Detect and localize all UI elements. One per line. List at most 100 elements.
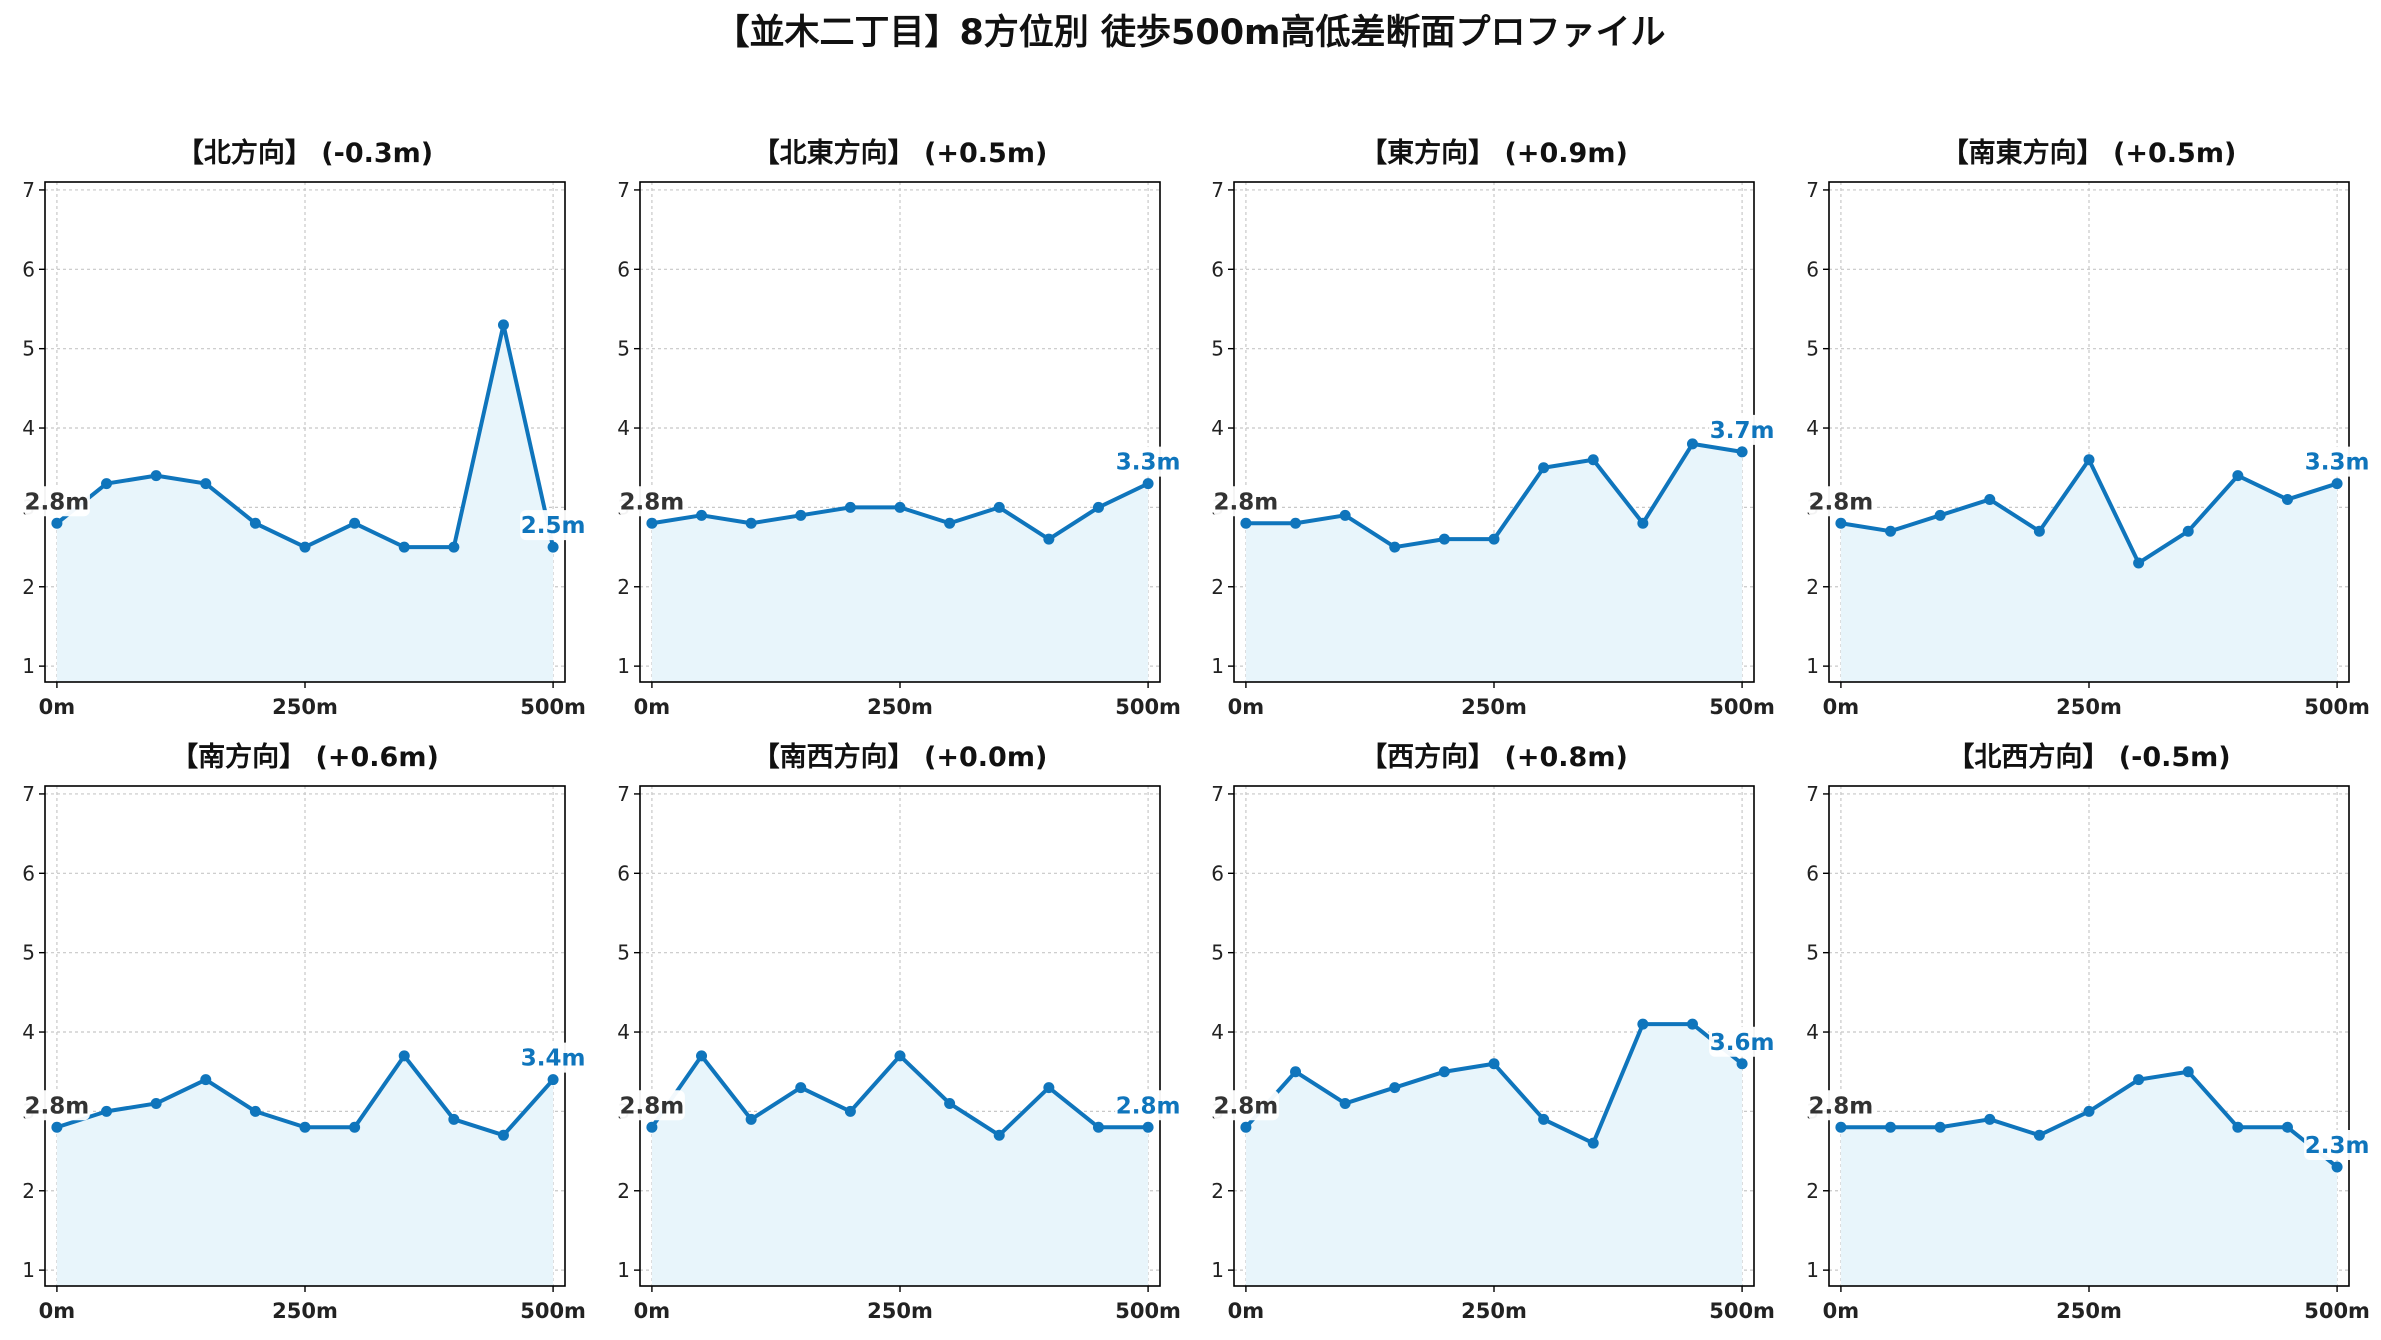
y-tick-label: 1 [1806,654,1819,678]
elevation-point [1092,1121,1104,1133]
elevation-point [2133,1074,2145,1086]
elevation-point [101,1105,113,1117]
y-tick-label: 7 [1211,782,1224,806]
y-tick-label: 4 [617,1020,630,1044]
elevation-point [1538,462,1550,474]
elevation-point [745,517,757,529]
elevation-point [1587,1137,1599,1149]
elevation-point [1389,541,1401,553]
start-label-box [618,486,685,517]
end-elevation-label: 3.4m [521,1046,586,1072]
end-label-box [1709,414,1776,445]
elevation-point [1488,1058,1500,1070]
y-tick-label: 5 [617,337,630,361]
elevation-point [1885,525,1897,537]
y-tick-label: 6 [617,861,630,885]
elevation-point [1290,1066,1302,1078]
elevation-point [1538,1113,1550,1125]
x-tick-label: 0m [1228,1299,1265,1323]
start-elevation-label: 2.8m [1214,489,1279,515]
figure-title: 【並木二丁目】8方位別 徒歩500m高低差断面プロファイル [714,13,1665,53]
y-tick-label: 2 [1211,1179,1224,1203]
elevation-point [2331,478,2343,490]
elevation-point [2281,493,2293,505]
elevation-point [547,1074,559,1086]
x-tick-label: 0m [39,695,76,719]
start-label-box [23,1090,90,1121]
panel-title: 【北方向】 (-0.3m) [177,137,433,169]
profile-panel: 【東方向】 (+0.9m)12345670m250m500m2.8m3.7m [1211,137,1776,719]
y-tick-label: 2 [1211,575,1224,599]
elevation-point [795,1082,807,1094]
y-tick-label: 2 [1806,575,1819,599]
y-tick-label: 5 [1211,941,1224,965]
elevation-point [1835,1121,1847,1133]
y-tick-label: 4 [1211,1020,1224,1044]
elevation-point [1290,517,1302,529]
elevation-point [448,1113,460,1125]
y-tick-label: 6 [1806,257,1819,281]
x-tick-label: 0m [1823,695,1860,719]
x-tick-label: 0m [634,695,671,719]
x-tick-label: 250m [867,1299,933,1323]
y-tick-label: 5 [1806,941,1819,965]
start-elevation-label: 2.8m [1214,1093,1279,1119]
start-elevation-label: 2.8m [25,1093,90,1119]
elevation-point [1438,533,1450,545]
y-tick-label: 7 [1806,782,1819,806]
y-tick-label: 4 [1806,1020,1819,1044]
elevation-point [1835,517,1847,529]
end-elevation-label: 3.3m [2305,450,2370,476]
elevation-point [844,501,856,513]
elevation-point [2133,557,2145,569]
elevation-area [1840,459,2338,682]
elevation-point [745,1113,757,1125]
y-tick-label: 1 [1211,654,1224,678]
end-label-box [2304,446,2371,477]
elevation-point [1240,1121,1252,1133]
y-tick-label: 5 [617,941,630,965]
end-label-box [2304,1129,2371,1160]
elevation-point [1686,1018,1698,1030]
elevation-point [2182,525,2194,537]
profile-panel: 【西方向】 (+0.8m)12345670m250m500m2.8m3.6m [1211,741,1776,1323]
elevation-area [56,1055,554,1286]
x-tick-label: 500m [1709,695,1775,719]
elevation-point [1240,517,1252,529]
elevation-point [646,517,658,529]
y-tick-label: 4 [617,416,630,440]
end-label-box [1115,446,1182,477]
end-label-box [1709,1026,1776,1057]
x-tick-label: 250m [2056,695,2122,719]
x-tick-label: 250m [2056,1299,2122,1323]
elevation-point [1043,1082,1055,1094]
start-label-box [1212,486,1279,517]
profile-panel: 【南東方向】 (+0.5m)12345670m250m500m2.8m3.3m [1806,137,2371,719]
panel-grid: 【北方向】 (-0.3m)12345670m250m500m2.8m2.5m【北… [22,137,2371,1323]
x-tick-label: 250m [1461,1299,1527,1323]
panel-title: 【西方向】 (+0.8m) [1360,741,1628,773]
elevation-point [1984,1113,1996,1125]
start-elevation-label: 2.8m [620,1093,685,1119]
elevation-point [1637,1018,1649,1030]
elevation-point [944,517,956,529]
y-tick-label: 5 [22,337,35,361]
y-tick-label: 5 [1806,337,1819,361]
y-tick-label: 4 [22,1020,35,1044]
y-tick-label: 4 [1211,416,1224,440]
panel-title: 【東方向】 (+0.9m) [1360,137,1628,169]
y-tick-label: 1 [617,654,630,678]
elevation-point [398,541,410,553]
x-tick-label: 500m [1115,1299,1181,1323]
elevation-point [993,501,1005,513]
elevation-point [1934,509,1946,521]
y-tick-label: 1 [22,654,35,678]
y-tick-label: 1 [1806,1258,1819,1282]
elevation-area [1840,1071,2338,1286]
elevation-point [696,1050,708,1062]
profile-panel: 【南西方向】 (+0.0m)12345670m250m500m2.8m2.8m [617,741,1182,1323]
start-elevation-label: 2.8m [25,489,90,515]
x-tick-label: 500m [1709,1299,1775,1323]
elevation-point [51,517,63,529]
elevation-point [448,541,460,553]
